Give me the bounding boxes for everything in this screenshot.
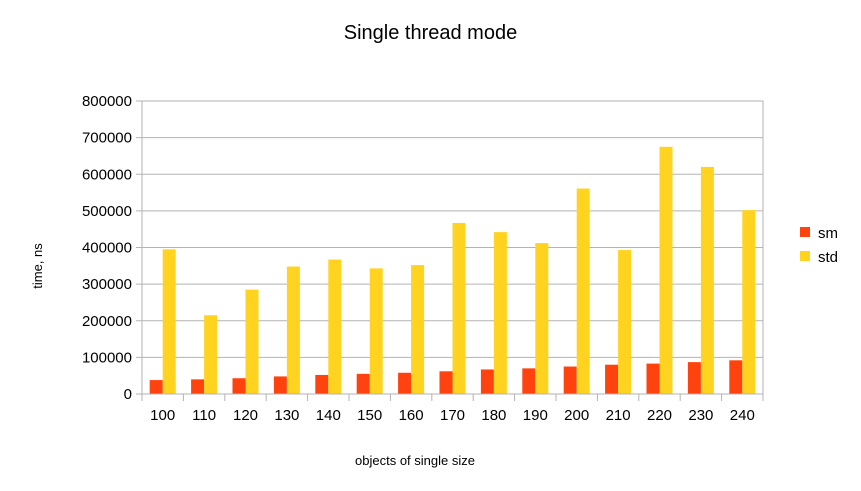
legend-swatch-std: [800, 251, 810, 261]
bar-sm-210: [605, 364, 619, 394]
plot-frame: [141, 100, 764, 395]
x-tick-label: 190: [523, 407, 548, 424]
bar-sm-160: [398, 372, 412, 394]
bar-std-150: [369, 268, 383, 394]
y-tick-label: 500000: [82, 203, 132, 220]
bar-std-210: [618, 250, 632, 394]
bar-sm-200: [563, 366, 577, 394]
x-tick-label: 220: [647, 407, 672, 424]
axes: [136, 100, 764, 401]
x-tick-label: 160: [399, 407, 424, 424]
bar-sm-150: [356, 373, 370, 394]
bar-sm-100: [149, 380, 163, 394]
y-tick-label: 200000: [82, 313, 132, 330]
bars: [149, 146, 756, 394]
bar-std-220: [659, 146, 673, 394]
bar-std-230: [700, 166, 714, 394]
bar-sm-190: [522, 368, 536, 394]
y-tick-label: 100000: [82, 349, 132, 366]
legend-label-std: std: [818, 249, 838, 266]
x-tick-label: 180: [481, 407, 506, 424]
x-tick-label: 170: [440, 407, 465, 424]
bar-sm-180: [480, 369, 494, 394]
x-tick-label: 230: [688, 407, 713, 424]
bar-std-140: [328, 259, 342, 394]
bar-sm-170: [439, 371, 453, 394]
tick-labels: 0 100000 200000 300000 400000 500000 600000 700…: [82, 93, 755, 424]
bar-std-110: [204, 315, 218, 394]
bar-std-240: [742, 210, 756, 394]
x-tick-label: 200: [564, 407, 589, 424]
legend-swatch-sm: [800, 227, 810, 237]
x-tick-label: 100: [150, 407, 175, 424]
x-tick-label: 110: [192, 407, 216, 424]
bar-sm-120: [232, 378, 246, 394]
x-tick-label: 150: [357, 407, 382, 424]
y-tick-label: 700000: [82, 130, 132, 147]
bar-std-180: [493, 232, 507, 394]
bar-sm-220: [646, 363, 660, 394]
x-tick-label: 210: [606, 407, 631, 424]
y-axis-label: time, ns: [30, 243, 45, 289]
x-tick-label: 130: [274, 407, 299, 424]
x-tick-label: 140: [316, 407, 341, 424]
bar-sm-140: [315, 374, 329, 394]
chart-title: Single thread mode: [343, 22, 518, 44]
bar-std-120: [245, 289, 259, 394]
x-axis-label: objects of single size: [355, 453, 475, 468]
y-tick-label: 0: [124, 386, 132, 403]
bar-sm-110: [191, 379, 205, 394]
bar-sm-130: [273, 376, 287, 394]
x-tick-label: 120: [233, 407, 258, 424]
y-tick-label: 300000: [82, 276, 132, 293]
bar-std-100: [162, 249, 176, 394]
y-tick-label: 400000: [82, 240, 132, 257]
bar-std-130: [286, 266, 300, 394]
bar-sm-240: [729, 360, 743, 394]
legend: sm std: [800, 225, 838, 266]
bar-std-190: [535, 243, 549, 394]
y-tick-label: 600000: [82, 166, 132, 183]
legend-label-sm: sm: [818, 225, 838, 242]
bar-std-170: [452, 222, 466, 394]
bar-std-200: [576, 188, 590, 394]
bar-sm-230: [687, 362, 701, 394]
y-tick-label: 800000: [82, 93, 132, 110]
x-tick-label: 240: [730, 407, 755, 424]
bar-std-160: [411, 265, 425, 394]
